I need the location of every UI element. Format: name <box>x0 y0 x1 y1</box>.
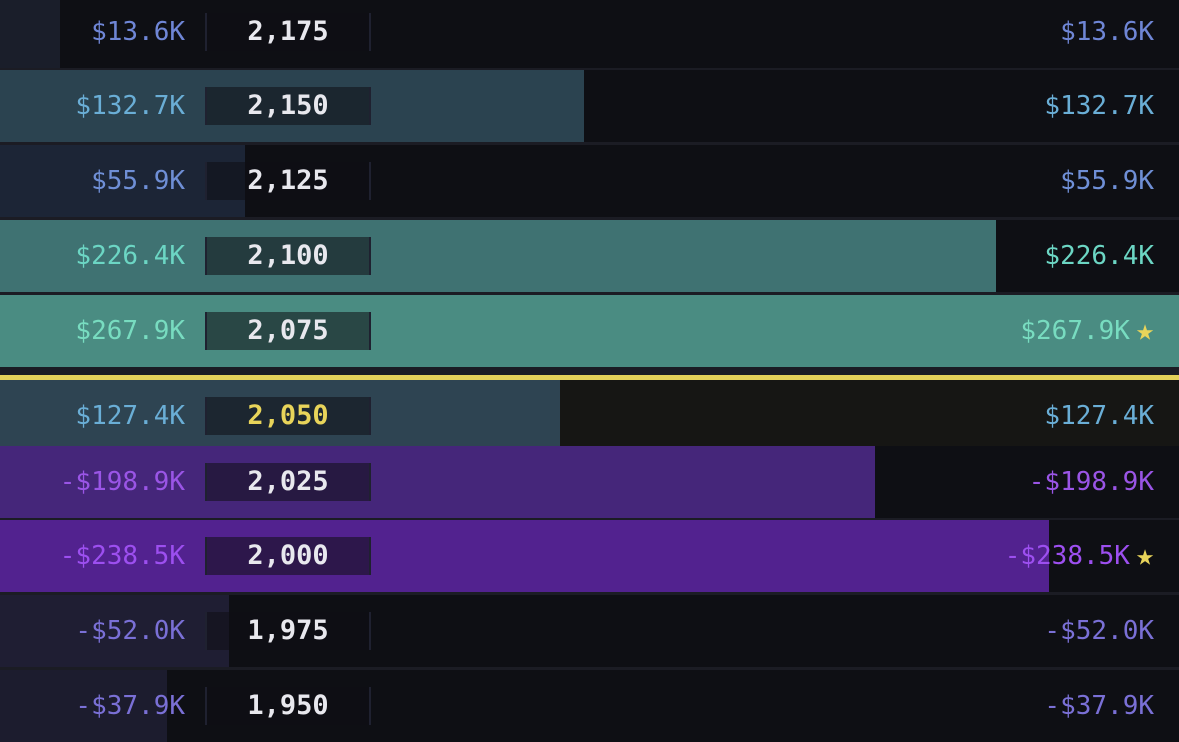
price-level[interactable]: 2,000 <box>247 540 329 571</box>
pnl-left-value: -$238.5K <box>59 541 185 571</box>
price-level[interactable]: 1,950 <box>247 690 329 721</box>
pnl-right-text: -$238.5K <box>1004 541 1130 571</box>
pnl-bar <box>0 446 875 518</box>
ladder-row[interactable]: $127.4K 2,050 $127.4K <box>0 375 1179 457</box>
pnl-left-value: -$37.9K <box>75 691 185 721</box>
price-level[interactable]: 2,050 <box>247 400 329 431</box>
price-box <box>205 87 371 125</box>
price-box <box>205 237 371 275</box>
ladder-row[interactable]: $132.7K 2,150 $132.7K <box>0 70 1179 142</box>
pnl-right-value: $267.9K ★ <box>1020 295 1154 367</box>
price-box <box>205 612 371 650</box>
pnl-bar <box>0 0 60 68</box>
pnl-right-value: $226.4K <box>1044 220 1154 292</box>
pnl-left-value: $267.9K <box>75 316 185 346</box>
ladder-row[interactable]: -$37.9K 1,950 -$37.9K <box>0 670 1179 742</box>
pnl-left-value: $132.7K <box>75 91 185 121</box>
pnl-bar <box>0 145 245 217</box>
ladder-row[interactable]: -$52.0K 1,975 -$52.0K <box>0 595 1179 667</box>
pnl-left-value: -$198.9K <box>59 467 185 497</box>
pnl-right-text: $13.6K <box>1060 17 1154 47</box>
pnl-right-value: $132.7K <box>1044 70 1154 142</box>
price-box <box>205 463 371 501</box>
star-icon: ★ <box>1135 538 1154 573</box>
pnl-left-value: $226.4K <box>75 241 185 271</box>
pnl-bar <box>0 670 167 742</box>
ladder-row[interactable]: -$238.5K 2,000 -$238.5K ★ <box>0 520 1179 592</box>
price-level[interactable]: 2,125 <box>247 165 329 196</box>
pnl-left-value: $127.4K <box>75 401 185 431</box>
pnl-right-value: -$52.0K <box>1044 595 1154 667</box>
pnl-right-value: $55.9K <box>1060 145 1154 217</box>
pnl-right-text: $127.4K <box>1044 401 1154 431</box>
pnl-bar <box>0 520 1049 592</box>
ladder-row[interactable]: $13.6K 2,175 $13.6K <box>0 0 1179 68</box>
price-box <box>205 397 371 435</box>
pnl-left-value: $55.9K <box>91 166 185 196</box>
pnl-right-value: -$238.5K ★ <box>1005 520 1154 592</box>
price-box <box>205 687 371 725</box>
pnl-right-text: -$198.9K <box>1028 467 1154 497</box>
pnl-right-text: $132.7K <box>1044 91 1154 121</box>
pnl-right-text: -$52.0K <box>1044 616 1154 646</box>
price-box <box>205 162 371 200</box>
ladder-row[interactable]: $55.9K 2,125 $55.9K <box>0 145 1179 217</box>
price-level[interactable]: 2,100 <box>247 240 329 271</box>
ladder-row[interactable]: $226.4K 2,100 $226.4K <box>0 220 1179 292</box>
pnl-right-value: $13.6K <box>1060 0 1154 68</box>
pnl-right-value: $127.4K <box>1044 380 1154 452</box>
price-box <box>205 312 371 350</box>
pnl-right-text: $226.4K <box>1044 241 1154 271</box>
star-icon: ★ <box>1135 313 1154 348</box>
price-level[interactable]: 2,025 <box>247 466 329 497</box>
pnl-left-value: -$52.0K <box>75 616 185 646</box>
pnl-bar <box>0 295 1179 367</box>
pnl-left-value: $13.6K <box>91 17 185 47</box>
price-level[interactable]: 2,075 <box>247 315 329 346</box>
pnl-right-value: -$198.9K <box>1029 446 1154 518</box>
price-level[interactable]: 1,975 <box>247 615 329 646</box>
ladder-row[interactable]: $267.9K 2,075 $267.9K ★ <box>0 295 1179 367</box>
pnl-bar <box>0 595 229 667</box>
pnl-right-text: $267.9K <box>1020 316 1130 346</box>
price-level[interactable]: 2,150 <box>247 90 329 121</box>
price-box <box>205 537 371 575</box>
pnl-right-value: -$37.9K <box>1044 670 1154 742</box>
pnl-right-text: -$37.9K <box>1044 691 1154 721</box>
pnl-right-text: $55.9K <box>1060 166 1154 196</box>
price-box <box>205 13 371 51</box>
pnl-bar <box>0 220 996 292</box>
price-level[interactable]: 2,175 <box>247 16 329 47</box>
ladder-row[interactable]: -$198.9K 2,025 -$198.9K <box>0 446 1179 518</box>
